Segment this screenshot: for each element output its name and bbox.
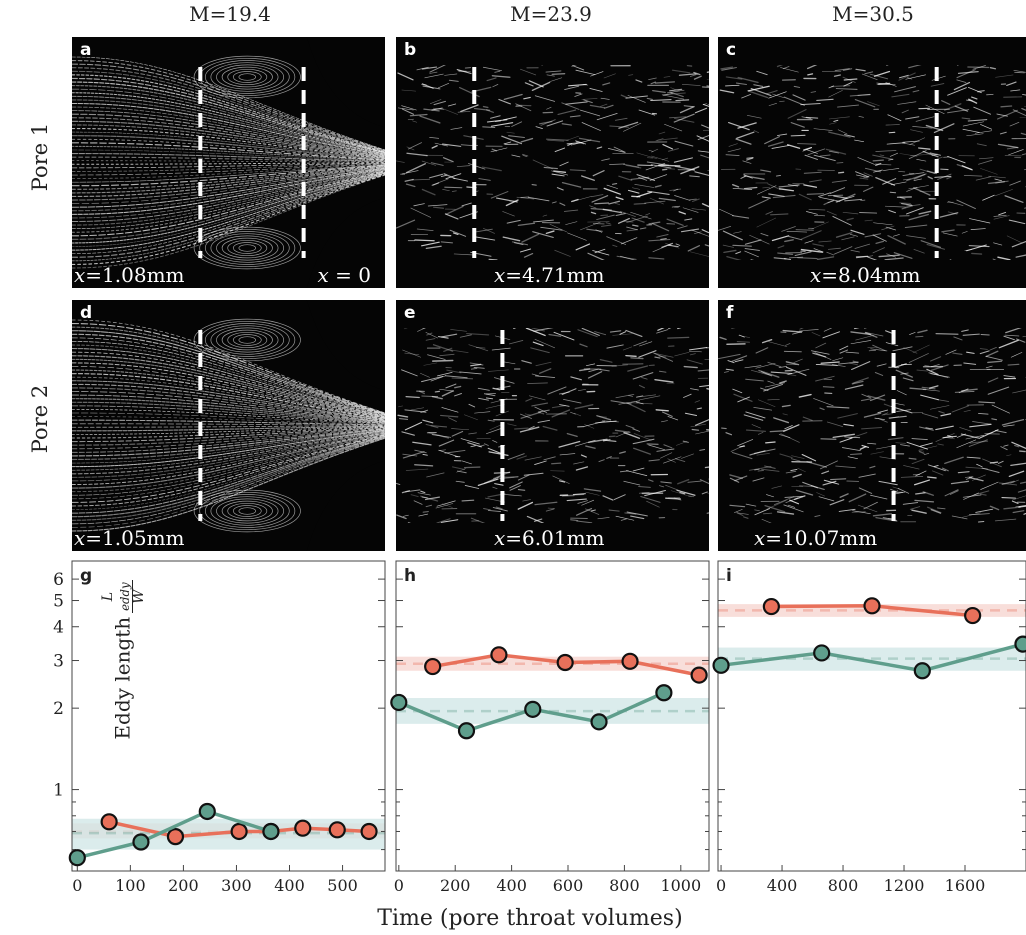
data-point-red — [690, 666, 708, 684]
panel-letter-e: e — [404, 303, 416, 323]
position-label-c: x=8.04mm — [810, 263, 921, 287]
x-tick-label: 0 — [72, 876, 82, 895]
data-point-red — [424, 657, 442, 676]
column-title-2: M=23.9 — [510, 2, 592, 26]
data-point-green — [132, 833, 150, 851]
image-panel-e: e x=6.01mm — [396, 300, 709, 551]
x-tick-label: 400 — [767, 876, 798, 895]
x-tick-label: 100 — [115, 876, 146, 895]
image-panel-b: b x=4.71mm — [396, 37, 709, 288]
x-axis-label: Time (pore throat volumes) — [377, 906, 683, 931]
x-tick-label: 600 — [553, 876, 584, 895]
y-tick-label: 1 — [53, 781, 64, 801]
chart-frame-g — [71, 560, 386, 872]
series-line-green — [76, 809, 272, 860]
x-tick-label: 200 — [440, 876, 471, 895]
data-point-red — [863, 597, 881, 615]
x-tick-label: 200 — [168, 876, 199, 895]
chart-frame-i — [717, 560, 1026, 872]
streamline-image-a — [72, 37, 385, 288]
x-tick-label: 1600 — [945, 876, 986, 895]
data-point-green — [712, 656, 730, 674]
y-tick-label: 2 — [53, 699, 64, 719]
position-label-a-left: x=1.08mm — [74, 263, 185, 287]
data-point-green — [262, 822, 280, 841]
data-point-green — [198, 802, 216, 821]
image-panel-c: c x=8.04mm — [718, 37, 1026, 288]
panel-letter-g: g — [80, 566, 92, 586]
data-point-green — [590, 713, 608, 731]
image-panel-f: f x=10.07mm — [718, 300, 1026, 551]
data-point-green — [390, 693, 408, 712]
x-tick-label: 400 — [274, 876, 305, 895]
x-tick-label: 1200 — [884, 876, 925, 895]
y-tick-label: 5 — [53, 592, 64, 612]
panel-letter-h: h — [404, 566, 416, 586]
data-point-green — [913, 662, 931, 680]
position-label-b: x=4.71mm — [494, 263, 605, 287]
column-title-1: M=19.4 — [189, 2, 271, 26]
data-point-red — [621, 652, 639, 670]
chart-i: 0 400 800 1200 1600 i — [712, 560, 1026, 895]
data-point-red — [294, 819, 312, 837]
data-point-red — [100, 813, 118, 831]
data-point-green — [457, 722, 476, 740]
chart-frame-h — [395, 560, 710, 872]
data-point-red — [762, 597, 780, 616]
data-point-red — [166, 828, 185, 846]
x-tick-label: 800 — [828, 876, 859, 895]
data-point-green — [524, 700, 542, 718]
panel-letter-b: b — [404, 40, 417, 60]
data-point-red — [964, 606, 982, 625]
data-point-red — [360, 822, 378, 841]
data-point-red — [490, 646, 508, 664]
data-point-red — [328, 821, 346, 839]
x-tick-label: 500 — [327, 876, 358, 895]
image-panel-a: a x=1.08mm x = 0 — [72, 37, 385, 288]
x-tick-label: 0 — [716, 876, 726, 895]
panel-letter-i: i — [726, 566, 732, 586]
streamline-image-f — [718, 300, 1026, 551]
position-label-d: x=1.05mm — [74, 526, 185, 550]
data-point-green — [1014, 635, 1026, 653]
column-title-3: M=30.5 — [832, 2, 914, 26]
streamline-image-e — [396, 300, 709, 551]
y-tick-label: 3 — [53, 652, 64, 672]
x-tick-label: 400 — [496, 876, 527, 895]
streamline-image-b — [396, 37, 709, 288]
panel-letter-f: f — [726, 303, 734, 323]
x-tick-label: 1000 — [660, 876, 701, 895]
position-label-a-right: x = 0 — [317, 263, 371, 287]
data-point-red — [230, 822, 248, 841]
data-point-red — [556, 653, 574, 672]
streamline-image-d — [72, 300, 385, 551]
panel-letter-a: a — [80, 40, 92, 60]
data-point-green — [68, 849, 86, 867]
series-line-green — [720, 642, 1024, 673]
x-tick-label: 800 — [609, 876, 640, 895]
chart-h: 0 200 400 600 800 1000 h — [390, 560, 710, 895]
panel-letter-c: c — [726, 40, 737, 60]
image-panel-d: d x=1.05mm — [72, 300, 385, 551]
position-label-e: x=6.01mm — [494, 526, 605, 550]
streamline-image-c — [718, 37, 1026, 288]
position-label-f: x=10.07mm — [754, 526, 878, 550]
y-tick-label: 4 — [53, 618, 64, 638]
data-point-green — [813, 644, 831, 662]
panel-letter-d: d — [80, 303, 93, 323]
x-tick-label: 0 — [394, 876, 404, 895]
chart-g: 1 2 3 4 56 0 100 200 300 400 500 g — [53, 560, 386, 895]
x-tick-label: 300 — [221, 876, 252, 895]
y-tick-label: 6 — [53, 570, 64, 590]
band-green — [396, 698, 709, 724]
data-point-green — [655, 684, 673, 702]
